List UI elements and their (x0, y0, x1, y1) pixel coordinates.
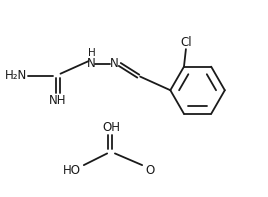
Text: H₂N: H₂N (5, 69, 27, 82)
Text: N: N (87, 58, 96, 71)
Text: NH: NH (49, 94, 66, 107)
Text: OH: OH (102, 121, 120, 134)
Text: Cl: Cl (180, 36, 192, 49)
Text: H: H (88, 48, 95, 58)
Text: HO: HO (63, 164, 81, 177)
Text: N: N (110, 58, 118, 71)
Text: O: O (145, 164, 155, 177)
